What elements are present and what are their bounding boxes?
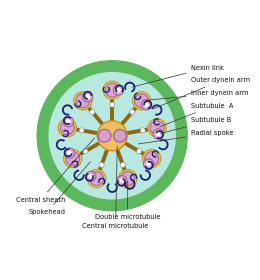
Circle shape (68, 151, 71, 155)
Circle shape (74, 92, 92, 110)
Circle shape (83, 92, 93, 102)
Circle shape (67, 120, 70, 123)
Text: Central microtubule: Central microtubule (82, 146, 149, 229)
Circle shape (134, 94, 148, 108)
Text: Radial spoke: Radial spoke (139, 130, 234, 144)
Circle shape (150, 121, 164, 135)
Circle shape (103, 81, 121, 99)
Circle shape (58, 119, 76, 137)
Circle shape (117, 176, 127, 186)
Circle shape (113, 85, 124, 95)
Circle shape (37, 61, 187, 211)
Circle shape (136, 149, 142, 154)
Circle shape (110, 102, 115, 107)
Circle shape (83, 149, 88, 154)
Circle shape (153, 129, 163, 139)
Circle shape (89, 175, 92, 178)
Circle shape (60, 121, 74, 135)
Circle shape (140, 128, 145, 133)
Circle shape (88, 169, 106, 188)
Text: Double microtubule: Double microtubule (95, 181, 160, 220)
Circle shape (86, 95, 89, 99)
Circle shape (49, 73, 175, 199)
Circle shape (66, 151, 80, 165)
Circle shape (97, 121, 127, 151)
Text: Spokehead: Spokehead (28, 162, 90, 215)
Circle shape (145, 103, 148, 107)
Circle shape (64, 148, 75, 158)
Circle shape (119, 169, 137, 188)
Circle shape (120, 162, 125, 167)
Circle shape (129, 109, 135, 115)
Text: Central sheath: Central sheath (16, 138, 95, 203)
Circle shape (113, 129, 126, 142)
Circle shape (76, 94, 90, 108)
Circle shape (121, 172, 135, 186)
Circle shape (145, 151, 159, 165)
Circle shape (90, 172, 103, 186)
Text: Subtubule B: Subtubule B (161, 117, 232, 133)
Circle shape (79, 128, 84, 133)
Text: Subtubule  A: Subtubule A (160, 103, 234, 127)
Circle shape (63, 116, 74, 127)
Circle shape (120, 179, 124, 183)
Circle shape (142, 150, 161, 168)
Circle shape (64, 150, 82, 168)
Circle shape (105, 83, 119, 97)
Circle shape (144, 159, 154, 169)
Circle shape (117, 88, 120, 92)
Circle shape (90, 109, 95, 115)
Circle shape (98, 129, 111, 142)
Circle shape (141, 100, 151, 110)
Text: Inner dynein arm: Inner dynein arm (146, 90, 249, 100)
Circle shape (147, 162, 150, 166)
Circle shape (99, 162, 104, 167)
Circle shape (157, 132, 160, 136)
Circle shape (148, 119, 166, 137)
Text: Nexin link: Nexin link (132, 65, 224, 87)
Text: Outer dynein arm: Outer dynein arm (154, 77, 250, 109)
Circle shape (132, 92, 151, 110)
Circle shape (86, 171, 96, 181)
